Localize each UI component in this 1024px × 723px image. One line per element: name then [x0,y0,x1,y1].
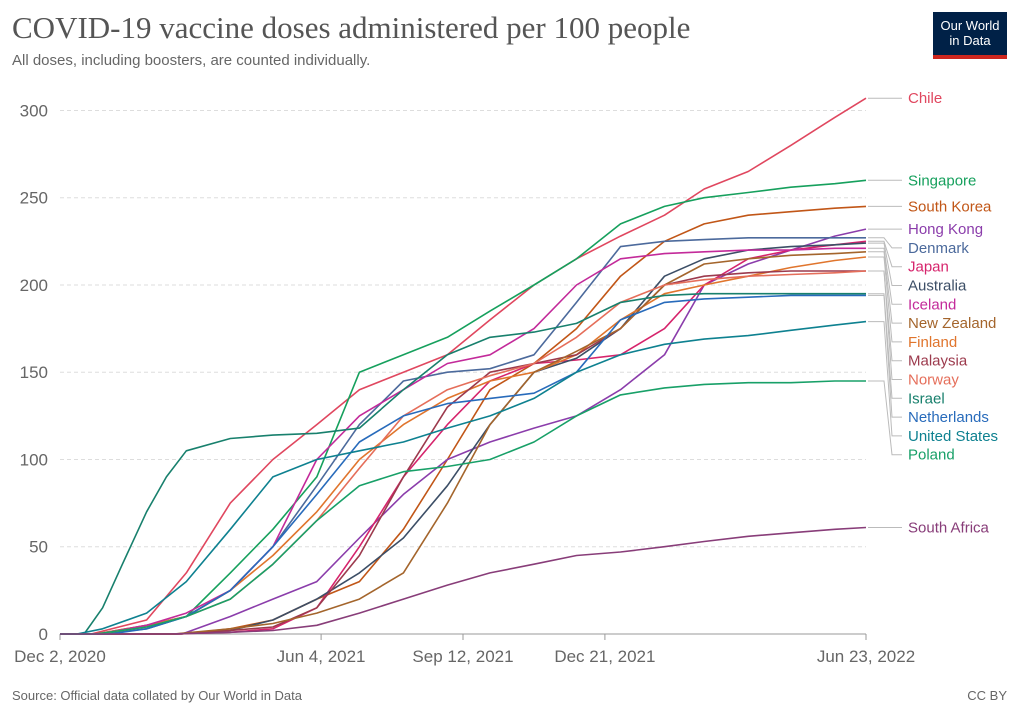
series-line-united-states [60,320,867,635]
source-note: Source: Official data collated by Our Wo… [12,688,302,703]
y-tick-label: 100 [20,450,48,469]
leader-line [868,321,902,437]
series-label: Japan [908,259,949,276]
y-tick-label: 50 [29,538,48,557]
leader-line [868,247,902,305]
series-line-netherlands [60,294,866,635]
x-tick-label: Jun 23, 2022 [817,647,915,666]
series-line-iceland [60,247,866,635]
series-line-chile [60,97,867,635]
series-label: Denmark [908,240,969,257]
chart-subtitle: All doses, including boosters, are count… [12,52,371,69]
series-label: Hong Kong [908,221,983,238]
x-tick-label: Jun 4, 2021 [277,647,366,666]
leader-line [868,240,902,268]
series-line-israel [60,292,866,635]
series-line-malaysia [60,270,866,635]
series-label: Iceland [908,296,956,313]
series-line-australia [60,242,867,635]
y-tick-label: 200 [20,276,48,295]
series-line-south-korea [60,205,867,635]
logo-line-1: Our World [940,18,1000,33]
series-label: Finland [908,334,957,351]
x-tick-label: Dec 21, 2021 [554,647,655,666]
leader-line [868,380,902,456]
series-label: Norway [908,372,959,389]
series-label: Netherlands [908,409,989,426]
leader-line [868,293,902,399]
gridlines [60,109,866,548]
series-label: Poland [908,447,955,464]
series-label: New Zealand [908,315,996,332]
series-label: United States [908,428,998,445]
series-line-finland [60,256,867,635]
series-lines [60,97,867,635]
series-line-singapore [60,179,867,635]
chart-title: COVID-19 vaccine doses administered per … [12,10,691,45]
series-line-poland [60,380,866,635]
line-chart: 0 50 100 150 200 250 300 Dec 2, 2020 Jun 4, 2021… [14,90,998,666]
leader-line [868,256,902,343]
series-label: South Korea [908,198,992,215]
owid-logo[interactable]: Our World in Data [933,12,1007,59]
x-tick-label: Sep 12, 2021 [412,647,513,666]
series-label: Chile [908,90,942,107]
logo-accent-bar [933,55,1007,59]
series-line-south-africa [60,526,867,635]
series-label: Singapore [908,172,976,189]
series-label: Malaysia [908,353,968,370]
series-label: Israel [908,390,945,407]
leader-line [868,294,902,418]
license-link[interactable]: CC BY [967,688,1007,703]
y-tick-label: 250 [20,189,48,208]
x-tick-label: Dec 2, 2020 [14,647,106,666]
y-tick-label: 150 [20,363,48,382]
leader-line [868,270,902,380]
series-line-hong-kong [60,228,867,635]
series-line-japan [60,240,867,635]
series-label: South Africa [908,520,990,537]
logo-line-2: in Data [949,33,991,48]
legend-labels: Chile Singapore South Korea Hong Kong Denmar… [868,90,998,537]
leader-line [868,251,902,324]
series-label: Australia [908,278,967,295]
axes: 0 50 100 150 200 250 300 Dec 2, 2020 Jun 4, 2021… [14,101,915,666]
y-tick-label: 0 [39,625,48,644]
series-line-new-zealand [60,251,867,635]
y-tick-label: 300 [20,101,48,120]
leader-line [868,237,902,249]
leader-line [868,242,902,286]
